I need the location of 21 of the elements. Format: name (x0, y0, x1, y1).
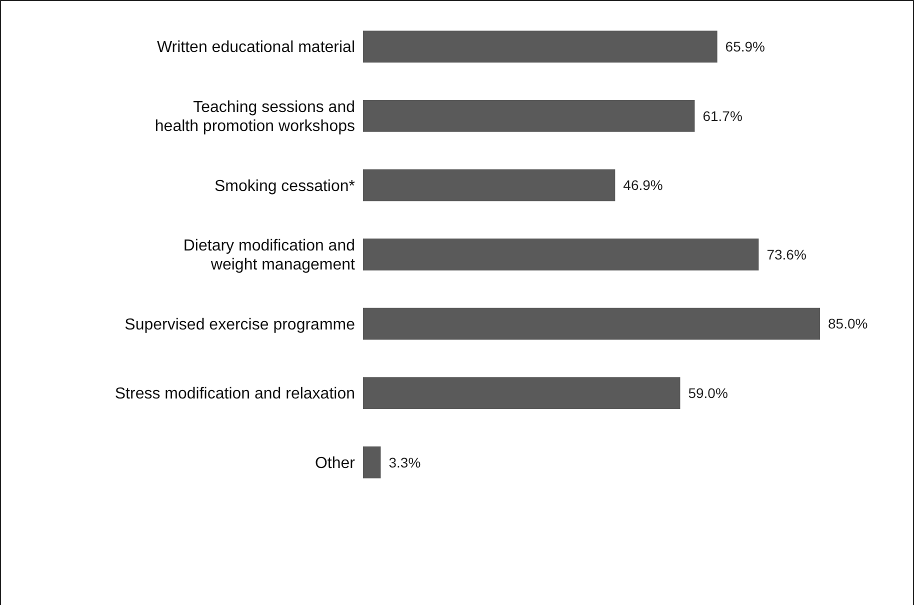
bar (363, 446, 381, 478)
bar (363, 169, 616, 202)
data-label: 46.9% (623, 177, 663, 194)
data-label: 59.0% (688, 384, 728, 401)
bar (363, 308, 820, 340)
y-tick-label: Supervised exercise programme (124, 316, 356, 334)
data-label: 85.0% (828, 316, 868, 332)
y-tick-label: Other (314, 454, 356, 472)
data-label: 3.3% (388, 454, 421, 470)
data-label: 73.6% (766, 246, 806, 262)
data-label: 65.9% (725, 38, 766, 55)
y-tick-label: Stress modification and relaxation (114, 386, 355, 403)
y-tick-label: Teaching sessions and health promotion workshops (154, 98, 355, 136)
y-tick-label: Written educational material (156, 39, 355, 56)
bar (363, 377, 680, 410)
y-tick-label: Smoking cessation* (214, 178, 355, 195)
data-label: 61.7% (702, 108, 742, 124)
bar (363, 238, 759, 270)
y-tick-label: Dietary modification and weight management (183, 238, 356, 274)
bar (363, 100, 695, 132)
bar (363, 30, 718, 63)
